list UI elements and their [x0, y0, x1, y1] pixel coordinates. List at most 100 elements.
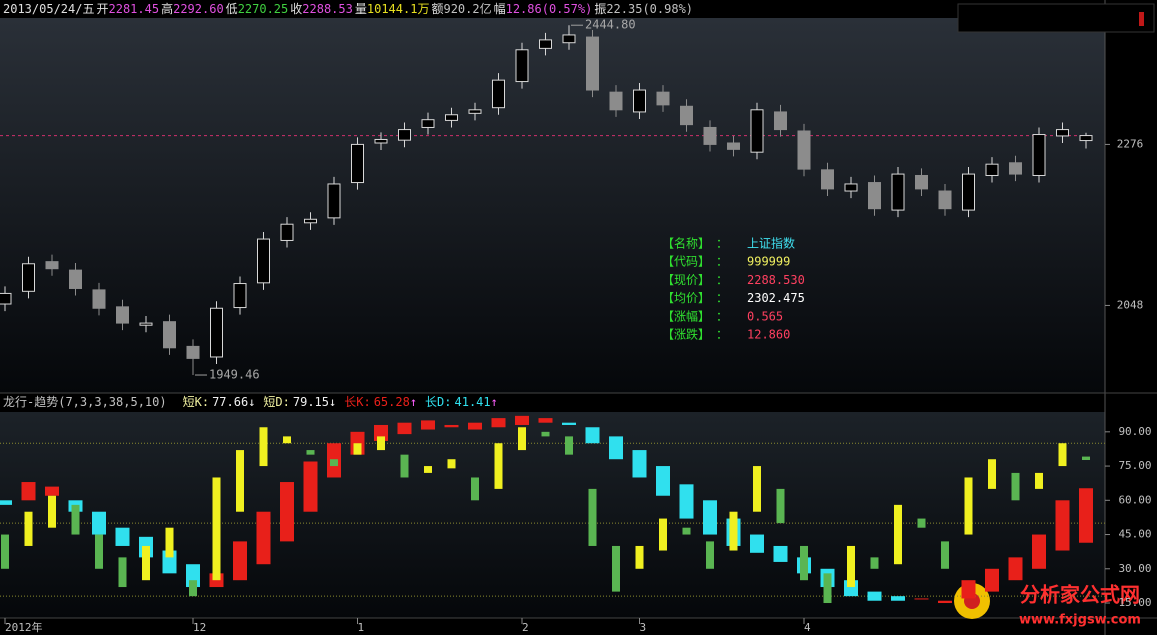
- indicator-bar: [565, 436, 573, 455]
- indicator-bar: [1082, 456, 1090, 460]
- candle-body: [539, 39, 552, 49]
- indicator-bar: [280, 482, 294, 542]
- candle-body: [1056, 129, 1069, 137]
- y-tick-label: 45.00: [1118, 528, 1151, 541]
- indicator-bar: [397, 422, 412, 435]
- indicator-bar: [165, 527, 174, 558]
- indicator-legend: 龙行-趋势(7,3,3,38,5,10) 短K: 77.66↓ 短D: 79.15↓ 长K…: [3, 395, 498, 409]
- candle-body: [656, 91, 670, 106]
- indicator-bar: [45, 486, 59, 496]
- indicator-bar: [353, 443, 362, 455]
- indicator-bar: [444, 424, 459, 428]
- indicator-bar: [515, 415, 529, 425]
- info-separator: ：: [716, 273, 728, 287]
- indicator-bar: [632, 450, 647, 478]
- indicator-bar: [703, 500, 717, 535]
- header-value: 2288.53: [302, 2, 353, 16]
- indicator-bar: [421, 420, 435, 430]
- candle-body: [1009, 162, 1022, 175]
- indicator-bar: [1079, 488, 1093, 543]
- indicator-bar: [95, 534, 103, 569]
- indicator-bar: [541, 431, 550, 437]
- candle-body: [304, 218, 317, 224]
- indicator-bar: [1058, 443, 1067, 467]
- indicator-bar: [585, 427, 600, 444]
- candle-body: [727, 142, 740, 150]
- candle-body: [633, 89, 646, 113]
- y-tick-label: 30.00: [1118, 562, 1151, 575]
- legend-name: 短D:: [263, 395, 289, 409]
- candle-body: [45, 261, 59, 270]
- indicator-bar: [938, 600, 952, 604]
- info-value: 0.565: [747, 309, 783, 323]
- indicator-bar: [964, 477, 973, 535]
- info-value: 2288.530: [747, 273, 805, 287]
- candle-body: [186, 345, 200, 359]
- indicator-bar: [823, 573, 832, 604]
- indicator-bar: [612, 545, 620, 592]
- indicator-bar: [400, 454, 409, 478]
- watermark: 分析家公式网 www.fxjgsw.com: [954, 583, 1141, 628]
- indicator-bar: [236, 450, 244, 512]
- annotation: 1949.46: [209, 368, 260, 382]
- indicator-bar: [891, 596, 905, 601]
- info-value: 12.860: [747, 328, 790, 342]
- candle-body: [233, 283, 247, 309]
- x-tick-label: 2: [522, 621, 529, 634]
- indicator-bar: [867, 591, 882, 601]
- candle-body: [492, 79, 505, 109]
- indicator-bar: [306, 450, 315, 455]
- info-separator: ：: [716, 291, 728, 305]
- candle-body: [445, 114, 458, 121]
- candle-body: [586, 36, 599, 91]
- indicator-bar: [518, 427, 526, 451]
- indicator-bar: [283, 436, 291, 444]
- indicator-bar: [988, 459, 996, 489]
- indicator-bar: [894, 504, 902, 565]
- indicator-bar: [773, 545, 788, 562]
- candle-body: [797, 130, 811, 170]
- indicator-bar: [233, 541, 247, 581]
- legend-value: 41.41: [455, 395, 491, 409]
- indicator-bar: [679, 484, 694, 519]
- candle-body: [562, 34, 576, 44]
- x-tick-label: 12: [193, 621, 206, 634]
- header-value: 2292.60: [173, 2, 224, 16]
- indicator-bar: [941, 541, 949, 569]
- indicator-bar: [142, 545, 150, 581]
- indicator-bar: [259, 427, 268, 467]
- indicator-bar: [753, 466, 761, 512]
- price-panel: [0, 18, 1105, 393]
- legend-value: 79.15: [293, 395, 329, 409]
- indicator-bar: [212, 477, 221, 581]
- corner-mark: [1139, 12, 1144, 26]
- y-tick-label: 90.00: [1118, 425, 1151, 438]
- candle-body: [680, 105, 693, 126]
- indicator-bar: [71, 504, 80, 535]
- candle-body: [257, 238, 270, 284]
- x-tick-label: 1: [358, 621, 365, 634]
- indicator-bar: [588, 488, 597, 546]
- info-separator: ：: [716, 328, 728, 342]
- legend-name: 短K:: [183, 395, 209, 409]
- header-date: 2013/05/24/五: [3, 2, 94, 16]
- candle-body: [398, 129, 411, 141]
- indicator-bar: [447, 459, 456, 469]
- info-value: 2302.475: [747, 291, 805, 305]
- y-tick-label: 60.00: [1118, 493, 1151, 506]
- candle-body: [351, 143, 364, 184]
- indicator-bar: [1055, 500, 1070, 551]
- header-value: 12.86(0.57%): [506, 2, 593, 16]
- indicator-bar: [115, 527, 130, 546]
- indicator-bar: [377, 436, 385, 451]
- legend-arrow: ↓: [248, 395, 255, 409]
- header-value: 10144.1万: [367, 2, 430, 16]
- legend-arrow: ↑: [491, 395, 498, 409]
- indicator-bar: [21, 482, 36, 501]
- legend-arrow: ↑: [410, 395, 417, 409]
- candle-body: [116, 306, 129, 324]
- candle-body: [327, 183, 341, 219]
- info-label: 【均价】: [662, 291, 710, 305]
- indicator-bar: [471, 477, 479, 501]
